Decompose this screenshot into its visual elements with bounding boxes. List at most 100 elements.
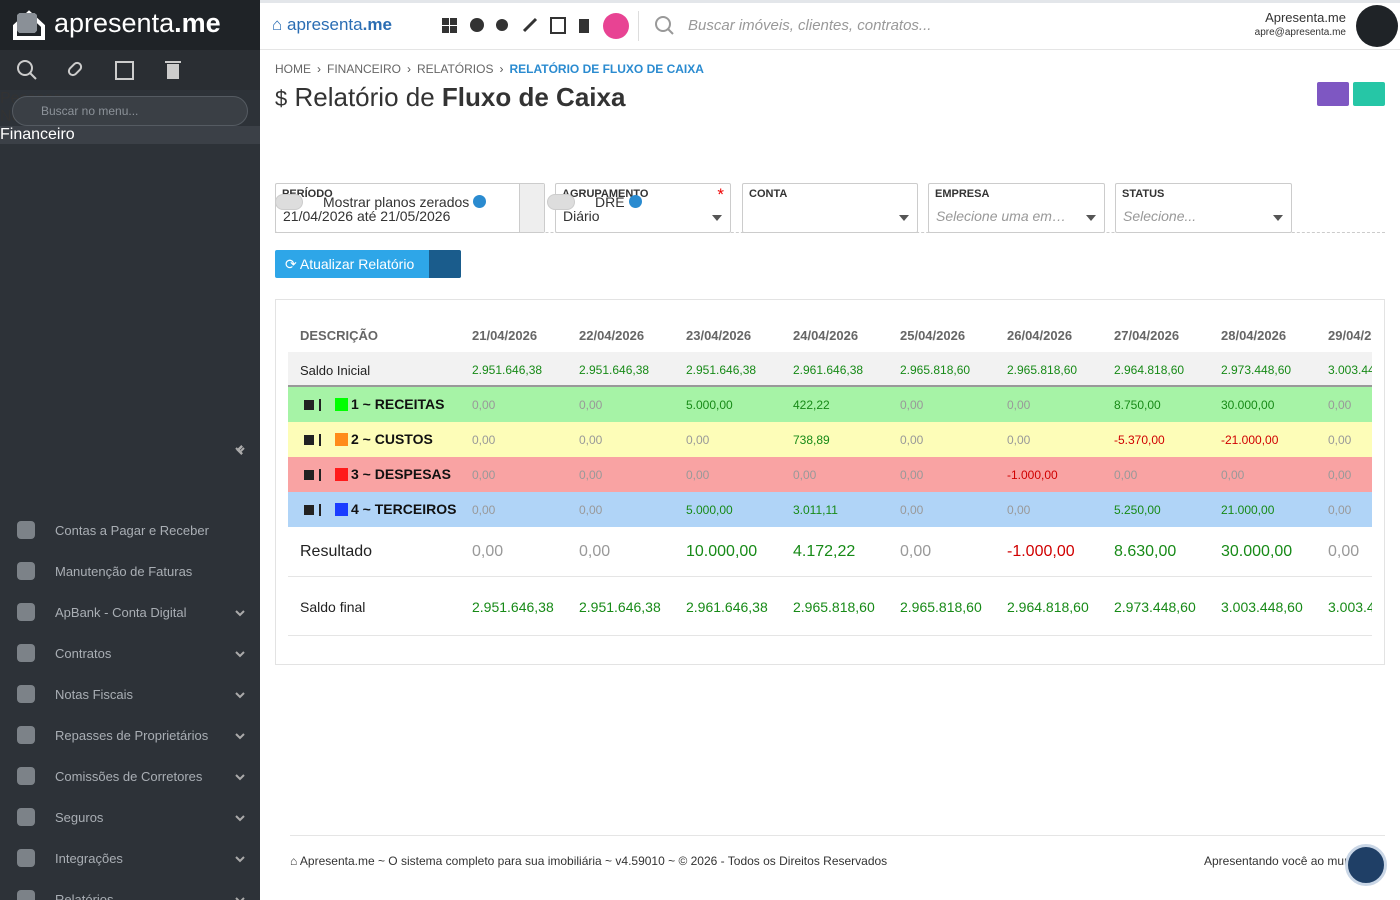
filter-label: CONTA	[749, 188, 788, 200]
user-avatar[interactable]	[1356, 5, 1398, 47]
submenu-item[interactable]: Repasses de Proprietários	[0, 715, 260, 756]
footer-left: ⌂ Apresenta.me ~ O sistema completo para…	[290, 854, 888, 868]
chevron	[235, 609, 245, 616]
submenu-item[interactable]: Contratos	[0, 633, 260, 674]
help-icon[interactable]	[473, 195, 486, 208]
filter-value: 21/04/2026 até 21/05/2026	[283, 208, 451, 224]
table-row: 2 ~ CUSTOS 0,00 0,00 0,00 738,89 0,00 0,00 -5.3…	[288, 422, 1372, 457]
submenu-item[interactable]: Seguros	[0, 797, 260, 838]
submenu-label: ApBank - Conta Digital	[55, 605, 187, 620]
sidebar: apresenta.me Buscar no menu... Principal…	[0, 0, 260, 900]
expand-icon[interactable]	[304, 504, 314, 515]
tree-icon	[319, 398, 329, 411]
submenu-item[interactable]: Integrações	[0, 838, 260, 879]
tree-icon	[319, 433, 329, 446]
clear-button[interactable]	[429, 250, 461, 278]
row-value: 5.000,00	[686, 397, 733, 412]
table-row: Saldo Inicial 2.951.646,38 2.951.646,38 2.9…	[288, 352, 1372, 387]
row-value: 0,00	[1007, 397, 1031, 412]
required-mark: *	[717, 185, 724, 204]
tool-icons[interactable]	[16, 59, 196, 81]
chevron	[235, 855, 245, 862]
row-value: 8.630,00	[1114, 543, 1177, 560]
search-icon	[655, 16, 674, 35]
row-value: 10.000,00	[686, 543, 758, 560]
row-value: 0,00	[579, 397, 603, 412]
menu-search-placeholder: Buscar no menu...	[41, 104, 139, 118]
breadcrumb: HOME › FINANCEIRO › RELATÓRIOS › RELATÓRIO DE …	[275, 62, 704, 76]
submenu-item[interactable]: Manutenção de Faturas	[0, 551, 260, 592]
breadcrumb-item[interactable]: FINANCEIRO	[327, 62, 402, 76]
update-button-label: Atualizar Relatório	[299, 256, 415, 272]
filter-3[interactable]: EMPRESA Selecione uma empresa	[928, 183, 1105, 233]
submenu-icon	[17, 603, 35, 621]
table-header: 28/04/2026	[1221, 328, 1287, 343]
table-header: 24/04/2026	[793, 328, 859, 343]
page-title: $ Relatório de Fluxo de Caixa	[275, 82, 626, 112]
calendar-addon[interactable]	[519, 184, 544, 232]
global-search-placeholder[interactable]: Buscar imóveis, clientes, contratos...	[688, 17, 932, 34]
title-prefix: Relatório de	[294, 82, 435, 112]
logo-main: apresenta	[54, 8, 175, 38]
select-caret	[1273, 215, 1283, 221]
row-value: 0,00	[1221, 467, 1245, 482]
submenu-item[interactable]: Relatórios	[0, 879, 260, 900]
category-color	[335, 467, 348, 481]
row-value: 0,00	[686, 432, 710, 447]
filter-placeholder: Selecione...	[1123, 208, 1197, 224]
filter-4[interactable]: STATUS Selecione...	[1115, 183, 1292, 233]
table-row: 1 ~ RECEITAS 0,00 0,00 5.000,00 422,22 0,00 0,…	[288, 387, 1372, 422]
expand-icon[interactable]	[304, 399, 314, 410]
menu-search[interactable]: Buscar no menu...	[12, 96, 248, 126]
logo-main: apresenta	[287, 15, 363, 34]
filter-0[interactable]: PERÍODO*21/04/2026 até 21/05/2026	[275, 183, 545, 233]
breadcrumb-item[interactable]: RELATÓRIOS	[417, 62, 494, 76]
submenu-item[interactable]: Contas a Pagar e Receber	[0, 510, 260, 551]
row-label: Saldo Inicial	[300, 362, 371, 378]
update-button[interactable]: ⟳ Atualizar Relatório	[275, 250, 461, 278]
print-button[interactable]	[1353, 82, 1385, 106]
toggle-label: DRE	[595, 194, 625, 210]
expand-icon[interactable]	[304, 434, 314, 445]
chevron	[235, 773, 245, 780]
table-header: 23/04/2026	[686, 328, 752, 343]
filter-2[interactable]: CONTA	[742, 183, 918, 233]
row-label: 2 ~ CUSTOS	[351, 430, 433, 447]
expand-icon[interactable]	[304, 469, 314, 480]
help-icon[interactable]	[629, 195, 642, 208]
row-value: 2.951.646,38	[472, 598, 554, 615]
submenu-icon	[17, 521, 35, 539]
submenu-item[interactable]: Comissões de Corretores	[0, 756, 260, 797]
submenu-label: Manutenção de Faturas	[55, 564, 193, 579]
row-value: 0,00	[793, 467, 817, 482]
category-color	[335, 502, 348, 516]
filter-label: EMPRESA	[935, 188, 990, 200]
table-header: 29/04/2026	[1328, 328, 1372, 343]
submenu-item[interactable]: Notas Fiscais	[0, 674, 260, 715]
row-value: 2.961.646,38	[793, 362, 864, 377]
table-header: 22/04/2026	[579, 328, 645, 343]
floating-button[interactable]	[1345, 844, 1387, 886]
row-value: 2.964.818,60	[1114, 362, 1185, 377]
sidebar-logo: apresenta.me	[54, 8, 221, 39]
toggle-switch[interactable]	[275, 194, 303, 210]
filter-1[interactable]: AGRUPAMENTO * Diário	[555, 183, 731, 233]
row-value: 0,00	[1328, 432, 1352, 447]
row-value: 0,00	[900, 543, 932, 560]
submenu-icon	[17, 644, 35, 662]
table-row: Saldo final 2.951.646,38 2.951.646,38 2.961…	[288, 577, 1372, 636]
menu-item[interactable]: Financeiro	[0, 13, 260, 454]
breadcrumb-sep: ›	[499, 62, 504, 76]
menu-label: Financeiro	[0, 126, 75, 143]
topbar-icons[interactable]	[440, 13, 630, 39]
submenu-icon	[17, 890, 35, 900]
toggle-switch[interactable]	[547, 194, 575, 210]
breadcrumb-item[interactable]: HOME	[275, 62, 311, 76]
submenu-item[interactable]: ApBank - Conta Digital	[0, 592, 260, 633]
row-value: 2.973.448,60	[1114, 598, 1196, 615]
category-color	[335, 432, 348, 446]
sidebar-header: apresenta.me	[0, 0, 260, 50]
share-button[interactable]	[1317, 82, 1349, 106]
chevron	[235, 896, 245, 900]
